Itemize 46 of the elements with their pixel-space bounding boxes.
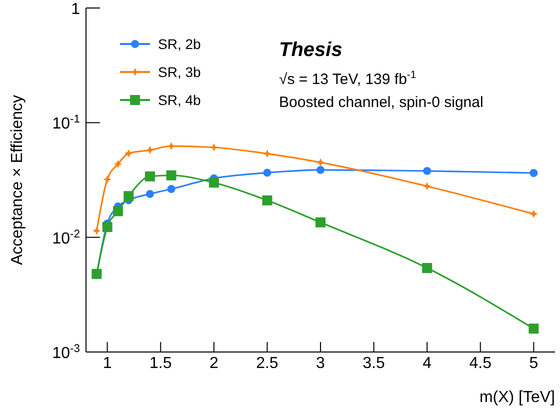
annotation: Boosted channel, spin-0 signal [279, 94, 484, 111]
y-tick-label: 1 [71, 1, 80, 18]
point [114, 160, 122, 168]
legend-label: SR, 3b [158, 64, 201, 80]
point [124, 191, 134, 202]
point [146, 190, 154, 198]
point [316, 166, 324, 174]
y-tick-label: 10$^{-3}$ [52, 343, 80, 362]
x-tick-label: 2.5 [256, 355, 278, 372]
point [166, 170, 176, 180]
annotation: Thesis [279, 39, 342, 61]
x-axis-title: m(X) [TeV] [479, 389, 555, 406]
x-tick-label: 3.5 [362, 355, 386, 372]
point [423, 182, 432, 190]
point [528, 324, 539, 334]
legend-label: SR, 4b [158, 92, 201, 108]
point [102, 222, 112, 232]
annotation: √s = 13 TeV, 139 fb$^{-1}$ [279, 69, 416, 88]
point [263, 168, 272, 177]
point [124, 149, 133, 158]
point [316, 158, 324, 166]
x-tick-label: 4 [422, 355, 432, 372]
y-axis-title: Acceptance × Efficiency [9, 94, 26, 266]
point [112, 206, 123, 216]
point [146, 146, 154, 154]
point [208, 178, 219, 188]
point [530, 168, 538, 177]
point [530, 210, 538, 218]
x-tick-label: 1.5 [149, 355, 172, 372]
point [263, 150, 272, 158]
y-tick-label: 10$^{-1}$ [52, 114, 80, 133]
x-tick-label: 2 [209, 355, 218, 372]
point [262, 195, 272, 206]
point [167, 184, 176, 193]
point [144, 171, 155, 182]
point [92, 226, 101, 235]
x-tick-label: 1 [102, 355, 112, 372]
x-tick-label: 3 [316, 355, 326, 372]
point [422, 263, 432, 274]
x-tick-label: 4.5 [469, 355, 492, 372]
point [316, 217, 326, 228]
legend-label: SR, 2b [158, 36, 201, 52]
x-tick-label: 5 [529, 355, 538, 372]
y-tick-label: 10$^{-2}$ [52, 228, 80, 248]
point [423, 166, 432, 175]
point [103, 175, 112, 184]
